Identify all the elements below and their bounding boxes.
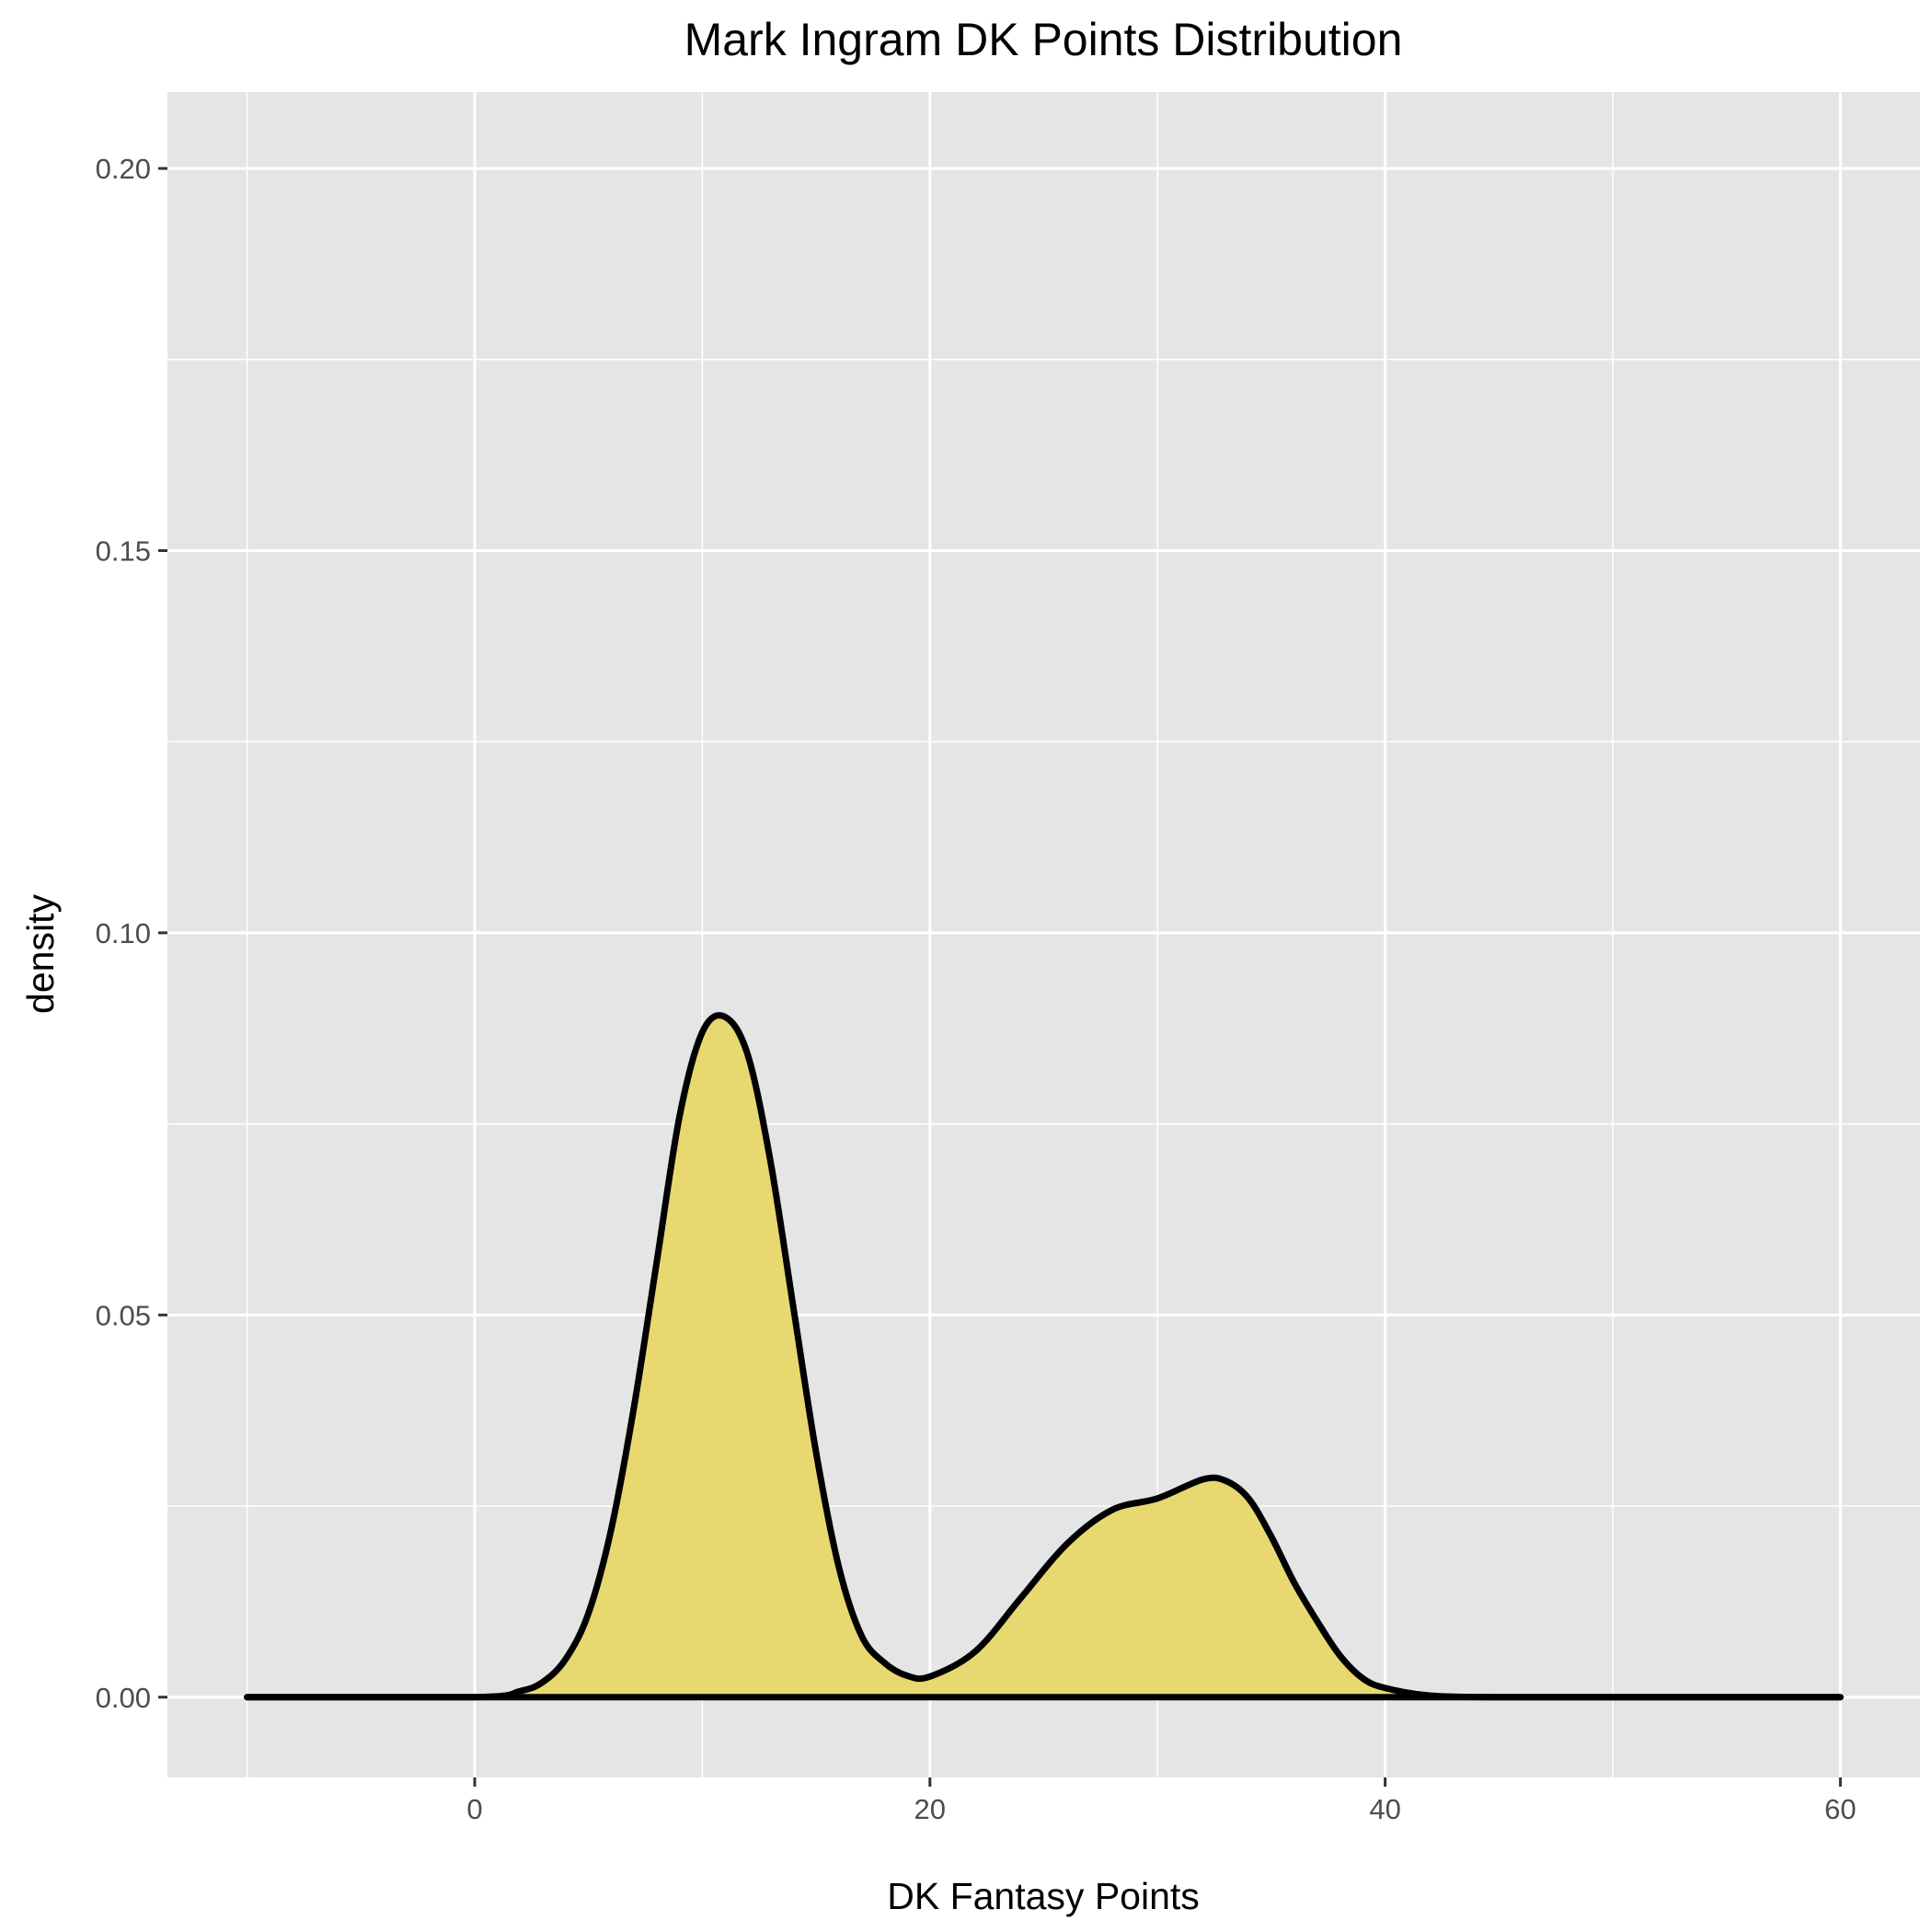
x-tick-label: 20 — [914, 1793, 946, 1825]
x-axis-title: DK Fantasy Points — [887, 1875, 1200, 1917]
y-tick-label: 0.00 — [96, 1682, 151, 1714]
y-tick-label: 0.05 — [96, 1299, 151, 1331]
density-layer — [244, 1012, 1844, 1701]
density-line — [244, 1012, 1844, 1701]
y-tick-label: 0.15 — [96, 535, 151, 568]
y-axis-title: density — [19, 894, 62, 1014]
x-tick-label: 60 — [1824, 1793, 1856, 1825]
x-tick-label: 0 — [466, 1793, 482, 1825]
x-tick-label: 40 — [1369, 1793, 1400, 1825]
y-tick-label: 0.10 — [96, 917, 151, 949]
axes: 0 20 40 60 0.00 0.05 0.10 0.15 0.20 — [96, 153, 1857, 1825]
density-area — [247, 1015, 1841, 1697]
minor-gridlines — [167, 92, 1920, 1777]
y-tick-label: 0.20 — [96, 153, 151, 185]
plot-panel — [167, 92, 1920, 1777]
chart-title: Mark Ingram DK Points Distribution — [684, 14, 1403, 65]
